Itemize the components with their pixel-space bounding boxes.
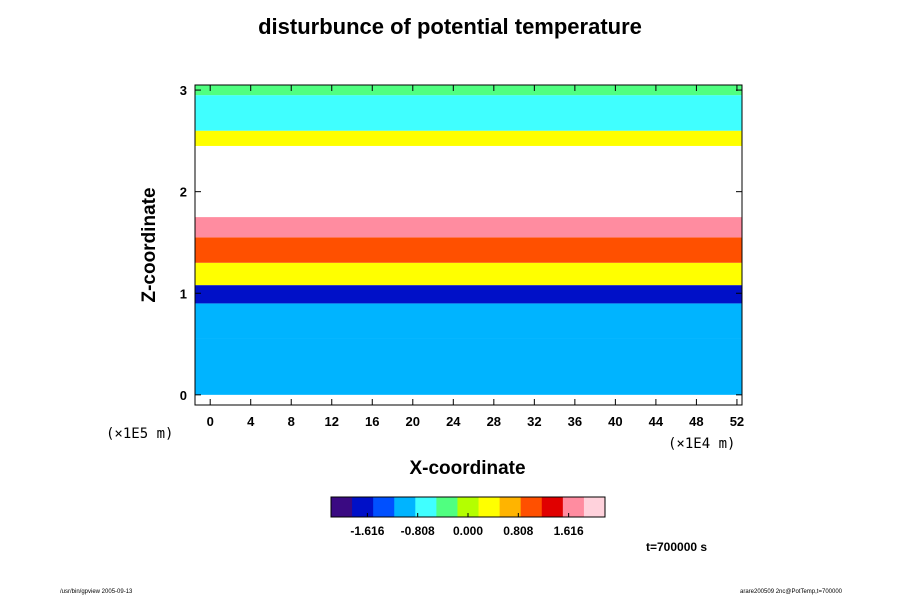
colorbar-segment bbox=[352, 497, 374, 517]
colorbar-segment bbox=[373, 497, 395, 517]
colorbar-tick-label: 0.000 bbox=[453, 524, 483, 538]
y-tick-label: 1 bbox=[180, 286, 187, 301]
x-tick-label: 16 bbox=[365, 414, 379, 429]
x-tick-label: 12 bbox=[325, 414, 339, 429]
x-axis-unit: (×1E4 m) bbox=[668, 436, 736, 452]
colorbar-segment bbox=[499, 497, 522, 517]
x-tick-label: 32 bbox=[527, 414, 541, 429]
colorbar: -1.616 -0.808 0.000 0.808 1.616 bbox=[330, 496, 606, 538]
y-axis-label: Z-coordinate bbox=[139, 187, 160, 303]
field-band bbox=[195, 145, 742, 218]
time-annotation: t=700000 s bbox=[646, 540, 708, 554]
x-tick-label: 8 bbox=[288, 414, 295, 429]
chart-title: disturbunce of potential temperature bbox=[258, 14, 642, 39]
y-tick-label: 2 bbox=[180, 185, 187, 200]
x-tick-label: 0 bbox=[207, 414, 214, 429]
colorbar-segment bbox=[394, 497, 416, 517]
x-tick-label: 20 bbox=[406, 414, 420, 429]
colorbar-tick-label: -1.616 bbox=[350, 524, 384, 538]
colorbar-segment bbox=[583, 497, 606, 517]
field-band bbox=[195, 303, 742, 339]
colorbar-segment bbox=[541, 497, 564, 517]
field-band bbox=[195, 95, 742, 131]
field-band bbox=[195, 285, 742, 304]
y-tick-label: 0 bbox=[180, 388, 187, 403]
colorbar-segment bbox=[331, 497, 353, 517]
colorbar-tick-label: -0.808 bbox=[401, 524, 435, 538]
field-band bbox=[195, 130, 742, 146]
footer-file: arare200509 2nc@PotTemp,t=700000 bbox=[740, 589, 842, 595]
x-tick-label: 52 bbox=[730, 414, 744, 429]
x-tick-label: 44 bbox=[649, 414, 664, 429]
x-tick-label: 40 bbox=[608, 414, 622, 429]
field-band bbox=[195, 85, 742, 96]
field-layer bbox=[195, 85, 742, 405]
field-band bbox=[195, 338, 742, 395]
colorbar-tick-label: 0.808 bbox=[503, 524, 533, 538]
x-tick-label: 48 bbox=[689, 414, 703, 429]
x-tick-label: 28 bbox=[487, 414, 501, 429]
plot-frame bbox=[194, 84, 743, 406]
colorbar-segment bbox=[520, 497, 543, 517]
x-axis-label: X-coordinate bbox=[409, 458, 526, 479]
x-tick-label: 4 bbox=[247, 414, 255, 429]
y-tick-label: 3 bbox=[180, 83, 187, 98]
x-tick-label: 36 bbox=[568, 414, 582, 429]
colorbar-segment bbox=[562, 497, 585, 517]
y-axis-unit: (×1E5 m) bbox=[106, 426, 174, 442]
colorbar-segment bbox=[478, 497, 501, 517]
x-tick-label: 24 bbox=[446, 414, 461, 429]
field-band bbox=[195, 237, 742, 263]
colorbar-segment bbox=[436, 497, 458, 517]
footer-command: /usr/bin/gpview 2005-09-13 bbox=[60, 589, 133, 595]
colorbar-tick-label: 1.616 bbox=[554, 524, 584, 538]
colorbar-segment bbox=[415, 497, 437, 517]
field-band bbox=[195, 217, 742, 238]
colorbar-segment bbox=[457, 497, 480, 517]
field-band bbox=[195, 262, 742, 286]
